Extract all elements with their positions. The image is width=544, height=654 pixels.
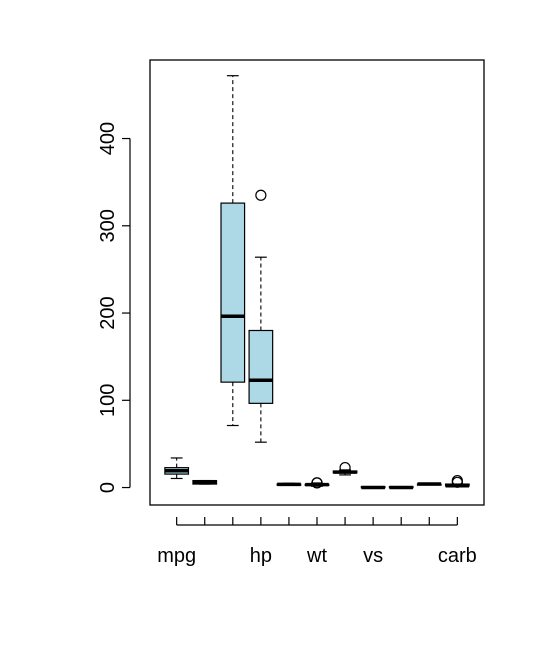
box-group	[164, 75, 470, 490]
y-axis: 0 100 200 300 400	[97, 122, 131, 493]
outlier-point	[255, 189, 267, 201]
y-tick-label: 100	[97, 384, 119, 417]
y-tick-label: 400	[97, 122, 119, 155]
box-10	[416, 482, 442, 486]
outlier-point	[451, 474, 463, 487]
box-8	[360, 485, 386, 490]
box-7	[332, 461, 358, 476]
box-3	[220, 75, 246, 427]
x-tick-label: vs	[363, 545, 383, 567]
x-tick-label: mpg	[157, 545, 196, 567]
box-1	[164, 457, 190, 480]
box-5	[276, 482, 302, 487]
x-axis: mpg hp wt vs carb	[157, 517, 477, 567]
y-tick-label: 300	[97, 209, 119, 242]
box-11	[444, 474, 470, 488]
y-tick-label: 0	[97, 482, 119, 493]
box-6	[304, 477, 330, 489]
y-tick-label: 200	[97, 296, 119, 329]
outlier-point	[339, 461, 351, 474]
box-4	[248, 189, 274, 443]
x-tick-label: hp	[250, 545, 272, 567]
x-tick-label: wt	[306, 545, 327, 567]
box-iqr	[248, 329, 274, 404]
outlier-point	[311, 477, 323, 489]
x-tick-label: carb	[438, 545, 477, 567]
box-9	[388, 485, 414, 490]
box-iqr	[220, 202, 246, 383]
plot-frame	[149, 59, 485, 506]
box-2	[192, 479, 218, 485]
